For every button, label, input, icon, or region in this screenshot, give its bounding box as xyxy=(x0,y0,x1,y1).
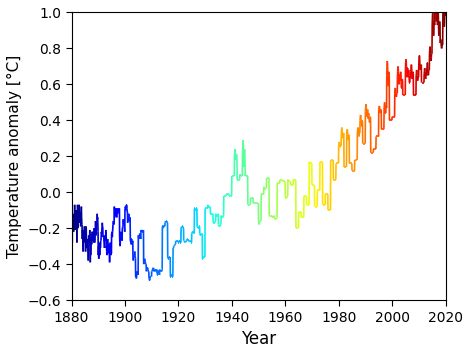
Y-axis label: Temperature anomaly [°C]: Temperature anomaly [°C] xyxy=(7,55,22,258)
X-axis label: Year: Year xyxy=(241,330,276,348)
